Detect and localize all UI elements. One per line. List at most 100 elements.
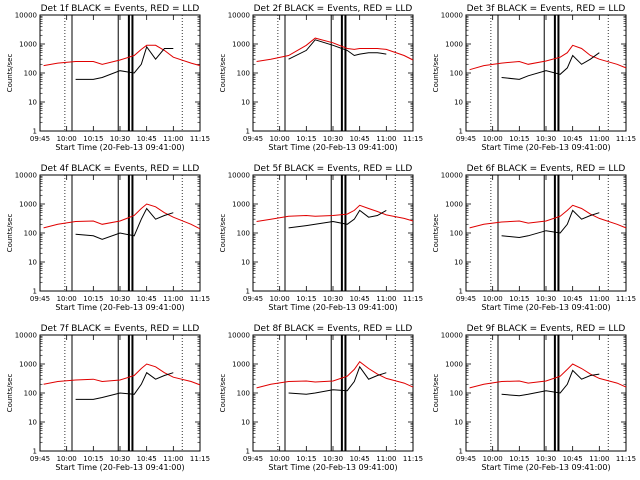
lld-series-line: [256, 37, 414, 62]
x-tick-label: 11:15: [190, 135, 210, 143]
x-tick-label: 11:00: [376, 455, 396, 463]
lld-series-line: [43, 203, 201, 230]
x-tick-label: 09:45: [243, 455, 263, 463]
x-axis-label: Start Time (20-Feb-13 09:41:00): [481, 303, 610, 312]
x-axis-label: Start Time (20-Feb-13 09:41:00): [481, 143, 610, 152]
y-tick-label: 10: [454, 99, 463, 107]
x-tick-label: 10:15: [509, 295, 529, 303]
x-tick-label: 09:45: [30, 135, 50, 143]
x-tick-label: 10:30: [110, 295, 130, 303]
plot-title: Det 8f BLACK = Events, RED = LLD: [254, 324, 413, 334]
x-tick-label: 10:00: [270, 295, 290, 303]
x-tick-label: 10:00: [57, 455, 77, 463]
x-tick-label: 10:00: [270, 135, 290, 143]
y-tick-label: 100: [24, 230, 37, 238]
x-tick-label: 10:30: [323, 295, 343, 303]
plot-panel-6: Det 6f BLACK = Events, RED = LLD 1 10 100 10…: [432, 164, 636, 312]
x-tick-label: 11:15: [403, 455, 423, 463]
x-tick-label: 10:45: [350, 135, 370, 143]
x-tick-label: 09:45: [243, 135, 263, 143]
y-tick-label: 100: [237, 70, 250, 78]
x-tick-label: 09:45: [456, 135, 476, 143]
x-tick-label: 10:15: [83, 295, 103, 303]
y-tick-label: 10000: [228, 332, 250, 340]
plot-title: Det 6f BLACK = Events, RED = LLD: [467, 164, 626, 174]
y-tick-label: 1000: [445, 201, 463, 209]
x-tick-label: 11:00: [376, 135, 396, 143]
x-tick-label: 10:15: [83, 135, 103, 143]
x-axis-label: Start Time (20-Feb-13 09:41:00): [55, 303, 184, 312]
plot-panel-5: Det 5f BLACK = Events, RED = LLD 1 10 100 10…: [219, 164, 423, 312]
x-tick-label: 11:15: [616, 455, 636, 463]
plot-title: Det 2f BLACK = Events, RED = LLD: [254, 4, 413, 14]
events-series-line: [75, 371, 174, 400]
plot-panel-4: Det 4f BLACK = Events, RED = LLD 1 10 100 10…: [6, 164, 210, 312]
plot-panel-9: Det 9f BLACK = Events, RED = LLD 1 10 100 10…: [432, 324, 636, 472]
y-tick-label: 10000: [15, 332, 37, 340]
x-tick-label: 10:45: [137, 135, 157, 143]
plot-title: Det 4f BLACK = Events, RED = LLD: [41, 164, 200, 174]
x-axis-label: Start Time (20-Feb-13 09:41:00): [268, 463, 397, 472]
y-axis-label: Counts/sec: [6, 374, 14, 413]
x-tick-label: 10:00: [483, 455, 503, 463]
x-tick-label: 11:15: [190, 295, 210, 303]
y-tick-label: 10: [28, 259, 37, 267]
y-tick-label: 10000: [441, 12, 463, 20]
y-tick-label: 100: [450, 230, 463, 238]
plot-frame: [465, 14, 627, 132]
events-series-line: [288, 209, 387, 229]
x-tick-label: 09:45: [30, 455, 50, 463]
y-tick-label: 1: [33, 128, 37, 136]
plot-frame: [465, 334, 627, 452]
y-axis-label: Counts/sec: [432, 214, 440, 253]
y-tick-label: 10000: [228, 12, 250, 20]
plot-panel-8: Det 8f BLACK = Events, RED = LLD 1 10 100 10…: [219, 324, 423, 472]
y-tick-label: 10: [454, 419, 463, 427]
y-tick-label: 1: [33, 288, 37, 296]
plot-frame: [252, 174, 414, 292]
y-tick-label: 10000: [15, 172, 37, 180]
x-tick-label: 10:45: [563, 455, 583, 463]
y-tick-label: 10: [454, 259, 463, 267]
plot-panel-2: Det 2f BLACK = Events, RED = LLD 1 10 100 10…: [219, 4, 423, 152]
y-axis-label: Counts/sec: [219, 214, 227, 253]
x-tick-label: 11:00: [163, 455, 183, 463]
plot-panel-3: Det 3f BLACK = Events, RED = LLD 1 10 100 10…: [432, 4, 636, 152]
y-tick-label: 1: [246, 128, 250, 136]
y-axis-label: Counts/sec: [6, 54, 14, 93]
x-tick-label: 10:15: [509, 135, 529, 143]
x-tick-label: 11:00: [163, 135, 183, 143]
x-tick-label: 10:00: [57, 295, 77, 303]
events-series-line: [75, 45, 174, 80]
x-tick-label: 11:00: [589, 135, 609, 143]
y-tick-label: 1000: [19, 361, 37, 369]
plot-title: Det 1f BLACK = Events, RED = LLD: [41, 4, 200, 14]
x-tick-label: 11:00: [376, 295, 396, 303]
x-tick-label: 10:15: [509, 455, 529, 463]
x-tick-label: 10:45: [350, 455, 370, 463]
y-axis-label: Counts/sec: [6, 214, 14, 253]
events-series-line: [501, 52, 600, 80]
y-tick-label: 1000: [445, 361, 463, 369]
x-tick-label: 11:15: [616, 295, 636, 303]
y-tick-label: 100: [237, 230, 250, 238]
y-tick-label: 1: [246, 288, 250, 296]
x-axis-label: Start Time (20-Feb-13 09:41:00): [268, 303, 397, 312]
x-tick-label: 10:45: [563, 295, 583, 303]
y-tick-label: 10000: [441, 172, 463, 180]
plot-frame: [252, 334, 414, 452]
y-tick-label: 1: [33, 448, 37, 456]
lld-series-line: [43, 44, 201, 67]
y-tick-label: 10: [28, 419, 37, 427]
y-tick-label: 10: [241, 259, 250, 267]
x-tick-label: 10:00: [483, 295, 503, 303]
x-tick-label: 09:45: [456, 455, 476, 463]
lld-series-line: [469, 363, 627, 389]
y-tick-label: 1000: [232, 201, 250, 209]
x-tick-label: 11:00: [589, 295, 609, 303]
plot-frame: [465, 174, 627, 292]
x-tick-label: 10:30: [110, 135, 130, 143]
x-tick-label: 11:15: [403, 135, 423, 143]
y-tick-label: 1000: [445, 41, 463, 49]
x-tick-label: 10:15: [296, 135, 316, 143]
